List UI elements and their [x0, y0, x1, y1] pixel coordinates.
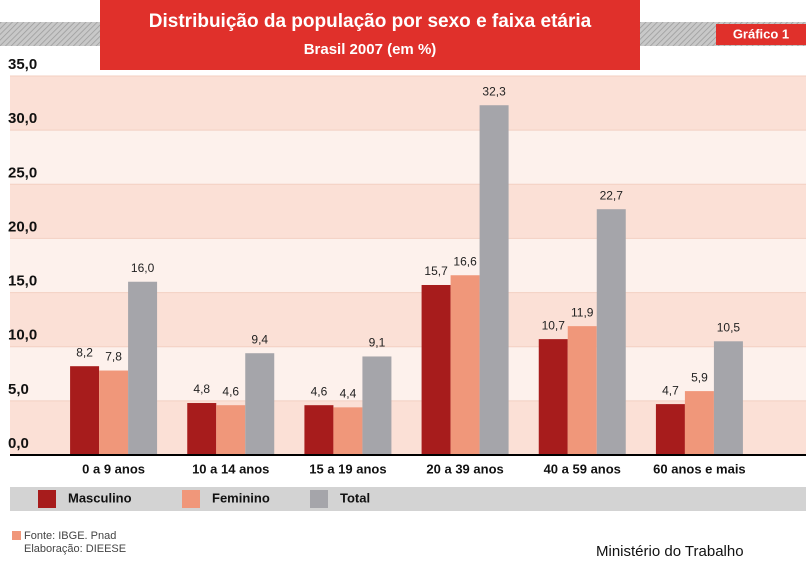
- bar: [216, 405, 246, 455]
- legend-swatch: [310, 490, 328, 508]
- bar: [99, 370, 129, 455]
- plot: 0,0 5,0 10,0 15,0 20,0 25,0 30,0 35,0 8,2 7,8 16,0…: [8, 56, 806, 476]
- legend-band: [10, 487, 806, 511]
- bar: [567, 326, 597, 455]
- y-tick-label: 15,0: [8, 273, 37, 290]
- bar: [304, 405, 334, 455]
- grid-band: [10, 76, 806, 131]
- legend: Masculino Feminino Total: [38, 490, 370, 508]
- bar: [450, 275, 480, 455]
- bar: [684, 391, 714, 455]
- x-tick-label: 60 anos e mais: [653, 461, 746, 476]
- x-tick-label: 20 a 39 anos: [426, 461, 503, 476]
- source-icon: [12, 531, 21, 540]
- bar: [479, 105, 509, 455]
- source: Elaboração: DIEESE: [24, 543, 126, 555]
- value-label: 4,7: [662, 383, 679, 397]
- bar: [713, 341, 743, 455]
- bar: [655, 404, 685, 455]
- value-label: 8,2: [76, 345, 93, 359]
- source: Fonte: IBGE. Pnad: [24, 530, 116, 542]
- value-label: 9,1: [369, 336, 386, 350]
- value-label: 32,3: [482, 84, 506, 98]
- x-tick-label: 40 a 59 anos: [544, 461, 621, 476]
- y-tick-label: 25,0: [8, 164, 37, 181]
- badge: Gráfico 1: [733, 26, 789, 41]
- bar: [333, 407, 363, 455]
- bar: [187, 403, 217, 455]
- grid-band: [10, 130, 806, 185]
- title-box: [100, 0, 640, 70]
- grid-band: [10, 184, 806, 239]
- badge-box: [716, 24, 806, 45]
- value-label: 15,7: [424, 264, 448, 278]
- value-label: 16,6: [453, 254, 477, 268]
- value-label: 10,7: [542, 318, 566, 332]
- bar: [538, 339, 568, 455]
- bar: [421, 284, 451, 455]
- value-label: 16,0: [131, 261, 155, 275]
- x-tick-label: 0 a 9 anos: [82, 461, 145, 476]
- footer: Ministério do Trabalho: [596, 543, 744, 560]
- legend-label: Feminino: [212, 490, 270, 505]
- y-tick-label: 20,0: [8, 218, 37, 235]
- y-tick-label: 0,0: [8, 435, 29, 452]
- value-label: 10,5: [717, 320, 741, 334]
- value-label: 7,8: [105, 350, 122, 364]
- value-label: 11,9: [571, 305, 594, 319]
- chart-subtitle: Brasil 2007 (em %): [304, 41, 437, 58]
- chart-title: Distribuição da população por sexo e fai…: [149, 11, 592, 32]
- bar: [245, 353, 275, 455]
- bar: [70, 366, 100, 455]
- value-label: 4,6: [311, 384, 328, 398]
- legend-swatch: [182, 490, 200, 508]
- value-label: 9,4: [251, 332, 268, 346]
- legend-label: Total: [340, 490, 370, 505]
- bar: [362, 356, 392, 455]
- value-label: 22,7: [600, 188, 624, 202]
- y-tick-label: 30,0: [8, 110, 37, 127]
- value-label: 5,9: [691, 370, 708, 384]
- y-tick-label: 5,0: [8, 381, 29, 398]
- legend-label: Masculino: [68, 490, 132, 505]
- legend-swatch: [38, 490, 56, 508]
- value-label: 4,8: [193, 382, 210, 396]
- x-tick-label: 10 a 14 anos: [192, 461, 269, 476]
- bar: [128, 281, 158, 455]
- y-tick-label: 10,0: [8, 327, 37, 344]
- bar: [596, 209, 626, 455]
- x-tick-label: 15 a 19 anos: [309, 461, 386, 476]
- y-tick-label: 35,0: [8, 56, 37, 73]
- value-label: 4,4: [340, 387, 357, 401]
- value-label: 4,6: [222, 384, 239, 398]
